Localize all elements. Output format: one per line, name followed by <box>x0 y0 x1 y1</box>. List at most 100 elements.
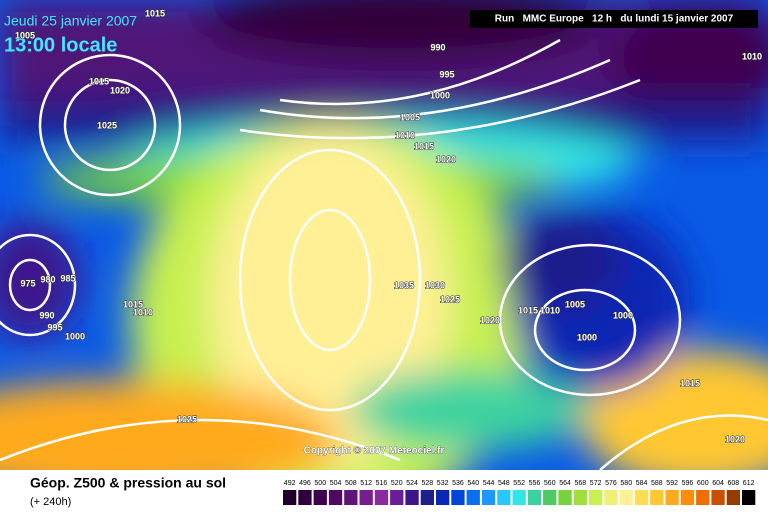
run-info: Run MMC Europe 12 h du lundi 15 janvier … <box>495 14 734 25</box>
legend-label: 592 <box>666 480 678 487</box>
legend-swatch <box>512 490 526 505</box>
legend-label: 528 <box>422 480 434 487</box>
legend-swatch <box>665 490 679 505</box>
legend-label: 516 <box>376 480 388 487</box>
legend-swatch <box>466 490 480 505</box>
legend-swatch <box>527 490 542 505</box>
legend-swatch <box>344 490 358 505</box>
isobar-label: 975 <box>20 278 35 288</box>
legend-swatch <box>436 490 450 505</box>
legend-swatch <box>726 490 740 505</box>
date: Jeudi 25 janvier 2007 <box>4 13 137 29</box>
legend-label: 556 <box>529 480 541 487</box>
copyright: Copyright © 2007 Meteociel.fr <box>304 446 445 457</box>
legend-swatch <box>359 490 373 505</box>
isobar-label: 985 <box>60 273 75 283</box>
legend-swatch <box>313 490 327 505</box>
legend-swatch <box>650 490 664 505</box>
isobar-label: 980 <box>40 274 55 284</box>
legend-swatch <box>374 490 389 505</box>
isobar-label: 1010 <box>395 130 415 140</box>
time: 13:00 locale <box>4 34 117 56</box>
legend-label: 576 <box>605 480 617 487</box>
isobar-label: 1000 <box>613 310 633 320</box>
legend-swatch <box>298 490 312 505</box>
isobar-label: 1015 <box>518 305 538 315</box>
legend-swatch <box>543 490 557 505</box>
legend-label: 612 <box>743 480 755 487</box>
legend-label: 504 <box>330 480 342 487</box>
isobar-label: 990 <box>430 42 445 52</box>
legend-label: 496 <box>299 480 311 487</box>
legend-swatch <box>451 490 465 505</box>
legend-label: 596 <box>682 480 694 487</box>
legend-swatch <box>390 490 404 505</box>
legend-label: 572 <box>590 480 602 487</box>
isobar-label: 1030 <box>425 280 445 290</box>
legend-swatch <box>589 490 603 505</box>
isobar-label: 1025 <box>177 414 197 424</box>
isobar-label: 1020 <box>436 154 456 164</box>
legend-swatch <box>604 490 618 505</box>
legend-label: 564 <box>559 480 571 487</box>
legend-swatch <box>497 490 511 505</box>
legend-swatch <box>558 490 572 505</box>
isobar-lines <box>0 38 768 470</box>
isobar-label: 1000 <box>430 90 450 100</box>
legend-label: 544 <box>483 480 495 487</box>
isobar-label: 995 <box>47 322 62 332</box>
legend-label: 492 <box>284 480 296 487</box>
legend-label: 536 <box>452 480 464 487</box>
isobar-label: 1000 <box>577 332 597 342</box>
isobar-label: 995 <box>439 69 454 79</box>
legend-swatch <box>711 490 725 505</box>
isobar-label: 1020 <box>110 85 130 95</box>
legend-label: 568 <box>575 480 587 487</box>
isobar-label: 1015 <box>123 299 143 309</box>
legend-label: 560 <box>544 480 556 487</box>
isobar-label: 1025 <box>440 294 460 304</box>
isobar-label: 1010 <box>133 307 153 317</box>
legend-swatch <box>696 490 710 505</box>
isobar-label: 1015 <box>145 8 165 18</box>
isobar-label: 1010 <box>742 51 762 61</box>
legend-swatch <box>283 490 297 505</box>
run-box <box>470 10 758 28</box>
legend-swatch <box>634 490 649 505</box>
legend-swatch <box>405 490 419 505</box>
legend-swatch <box>619 490 633 505</box>
legend-swatch <box>573 490 587 505</box>
isobar-label: 1035 <box>394 280 414 290</box>
legend-label: 512 <box>360 480 372 487</box>
legend-swatch <box>328 490 343 505</box>
legend-label: 600 <box>697 480 709 487</box>
footer-subtitle: (+ 240h) <box>30 496 71 508</box>
legend-label: 500 <box>314 480 326 487</box>
isobar-label: 1010 <box>540 305 560 315</box>
legend-label: 540 <box>467 480 479 487</box>
isobar-label: 1025 <box>97 120 117 130</box>
legend-swatch <box>680 490 695 505</box>
legend-label: 584 <box>636 480 648 487</box>
isobar-label: 1005 <box>400 112 420 122</box>
legend-swatch <box>742 490 756 505</box>
legend-label: 552 <box>513 480 525 487</box>
isobar-label: 1000 <box>65 331 85 341</box>
legend-label: 508 <box>345 480 357 487</box>
legend-label: 524 <box>406 480 418 487</box>
isobar-label: 1015 <box>680 378 700 388</box>
footer-title: Géop. Z500 & pression au sol <box>30 475 226 491</box>
legend-swatch <box>420 490 434 505</box>
legend-label: 608 <box>728 480 740 487</box>
isobar-label: 1005 <box>15 30 35 40</box>
isobar-label: 1015 <box>89 76 109 86</box>
legend-label: 548 <box>498 480 510 487</box>
legend-label: 520 <box>391 480 403 487</box>
isobar-label: 1005 <box>565 299 585 309</box>
isobar-label: 990 <box>39 310 54 320</box>
legend-swatch <box>481 490 496 505</box>
isobar-label: 1020 <box>725 434 745 444</box>
legend-label: 580 <box>620 480 632 487</box>
